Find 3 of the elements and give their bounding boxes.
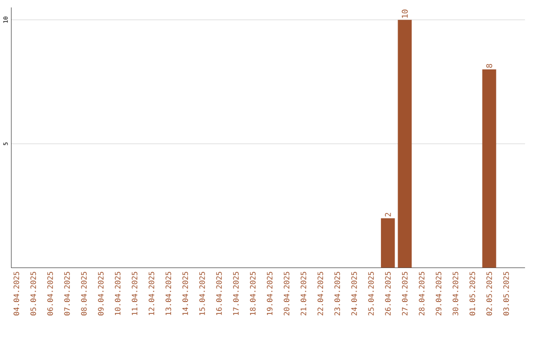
- bar: [398, 20, 412, 268]
- bar: [380, 218, 395, 268]
- bar: [482, 69, 496, 268]
